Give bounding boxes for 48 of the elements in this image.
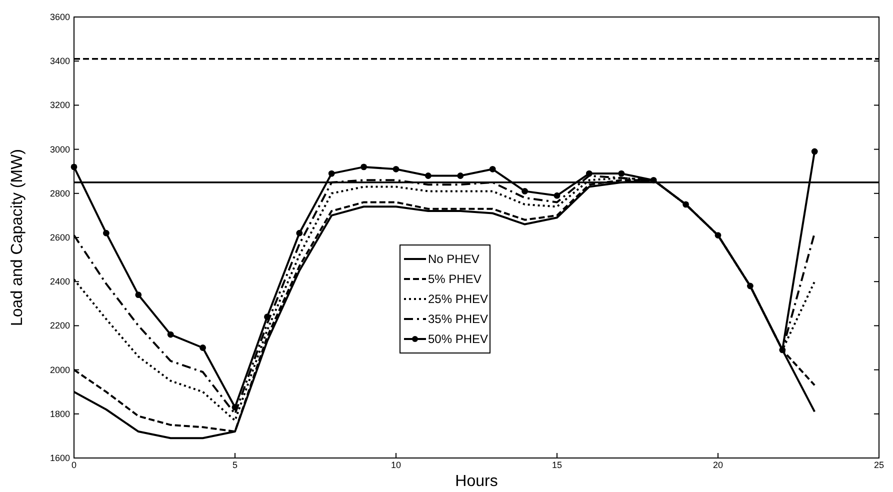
point	[135, 292, 142, 298]
y-tick-label: 2000	[50, 364, 70, 375]
y-tick-label: 2400	[50, 276, 70, 287]
point	[425, 172, 432, 179]
y-tick-label: 2800	[50, 188, 70, 198]
x-axis-title: Hours	[455, 473, 498, 490]
x-tick-label: 0	[71, 460, 77, 470]
y-tick-label: 3000	[50, 144, 70, 154]
point	[392, 166, 400, 172]
point	[650, 176, 657, 184]
y-tick-label: 3600	[50, 12, 70, 22]
point	[328, 170, 335, 177]
x-tick-label: 5	[232, 460, 238, 470]
point	[618, 170, 625, 177]
point	[167, 331, 174, 338]
point	[103, 230, 110, 236]
y-axis-title: Load and Capacity (MW)	[9, 149, 26, 326]
point	[264, 314, 270, 320]
x-tick-label: 10	[390, 460, 402, 470]
point	[554, 192, 560, 199]
point	[714, 232, 722, 238]
point	[360, 164, 367, 170]
y-tick-label: 1800	[50, 408, 70, 419]
point	[682, 201, 689, 208]
point	[586, 170, 592, 177]
y-tick-label: 2200	[50, 320, 70, 331]
point	[232, 404, 238, 410]
point	[779, 346, 786, 354]
point	[747, 282, 754, 290]
point	[296, 230, 303, 236]
legend-label: 50% PHEV	[428, 332, 488, 346]
legend-label: 25% PHEV	[428, 292, 488, 306]
y-tick-label: 3400	[50, 56, 70, 66]
y-tick-label: 1600	[50, 453, 70, 463]
legend-label: No PHEV	[428, 252, 480, 266]
y-tick-label: 3200	[50, 100, 70, 110]
x-tick-label: 20	[712, 460, 724, 470]
point	[200, 344, 206, 351]
point	[457, 172, 464, 179]
point	[489, 166, 496, 172]
legend-label: 35% PHEV	[428, 312, 488, 326]
point	[70, 164, 78, 170]
x-tick-label: 15	[552, 460, 562, 470]
point	[522, 188, 528, 194]
legend-label: 5% PHEV	[428, 272, 482, 286]
y-tick-label: 2600	[50, 232, 70, 242]
x-tick-label: 25	[874, 460, 884, 470]
point	[811, 148, 818, 155]
